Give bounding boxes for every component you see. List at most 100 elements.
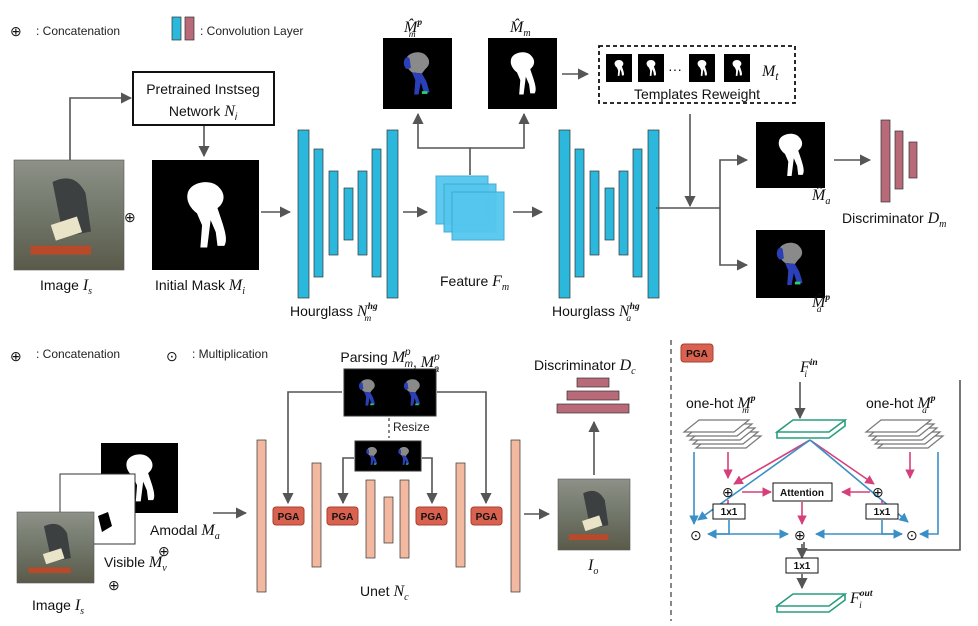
blue-a-to-mult <box>920 452 938 534</box>
parsing-large-m <box>346 371 389 414</box>
input-image-top <box>14 160 124 270</box>
template-thumb-3 <box>724 54 750 82</box>
bottom-legend-mult-symbol: ⊙ <box>166 348 178 364</box>
discriminator-m-layer-0 <box>881 120 890 202</box>
fin-slab <box>777 420 845 432</box>
template-thumb-2 <box>689 54 715 82</box>
unet-layer-3 <box>384 497 393 543</box>
unet-layer-1 <box>312 463 321 567</box>
mhat-a-label: M̂a <box>811 185 830 207</box>
conv-label-m: 1x1 <box>721 507 738 518</box>
unet-layer-6 <box>511 440 520 592</box>
panel-center-plus: ⊕ <box>794 527 806 543</box>
onehot-a-label: one-hot Mp a <box>866 394 936 416</box>
bottom-legend-concat-symbol: ⊕ <box>10 348 22 364</box>
templates-symbol: Mt <box>761 63 779 83</box>
discriminator-m-layer-2 <box>909 142 917 178</box>
hourglass-a-layer-6 <box>648 130 659 298</box>
pga-badge-label-0: PGA <box>278 512 300 523</box>
visible-label: Visible Mv <box>104 554 167 574</box>
image-bottom-label: Image Is <box>32 597 84 617</box>
discriminator-c-layer-1 <box>567 391 619 400</box>
pink-fin-to-plus-a <box>810 440 874 484</box>
output-image <box>558 479 630 550</box>
hourglass-m-layer-0 <box>298 130 309 298</box>
hourglass-m-layer-5 <box>372 149 381 277</box>
feature-slab-2 <box>452 192 504 240</box>
arrow-feature-to-mp-m <box>418 114 470 175</box>
pga-badge-label-2: PGA <box>421 512 443 523</box>
concat-symbol-top: ⊕ <box>124 209 136 225</box>
hourglass-a-layer-4 <box>619 171 628 255</box>
template-thumb-0 <box>606 54 632 82</box>
templates-dots: ··· <box>668 61 682 77</box>
discriminator-c-label: Discriminator Dc <box>534 357 636 377</box>
amodal-label: Amodal Ma <box>150 522 220 542</box>
hourglass-m-layer-3 <box>344 188 353 240</box>
mhat-p-a-box <box>756 230 825 298</box>
hourglass-a-layer-0 <box>559 130 570 298</box>
panel-mult-a: ⊙ <box>906 527 918 543</box>
blue-conv-m-to-mult <box>708 520 729 534</box>
arrow-small-to-pga-1 <box>343 458 354 503</box>
arrow-to-mhat-p-a <box>720 208 747 265</box>
arrow-feature-to-m <box>470 114 524 148</box>
hourglass-m-layer-4 <box>358 171 367 255</box>
hourglass-a-layer-3 <box>605 188 614 240</box>
hourglass-m-layer-6 <box>387 130 398 298</box>
concat-plus-2: ⊕ <box>108 577 120 593</box>
legend-concat-symbol: ⊕ <box>10 23 22 39</box>
hourglass-m-layer-1 <box>314 149 323 277</box>
conv-label-out: 1x1 <box>794 561 811 572</box>
panel-mult-m: ⊙ <box>690 527 702 543</box>
pretrained-line1: Pretrained Instseg <box>146 81 260 97</box>
unet-layer-5 <box>456 463 465 567</box>
mhat-p-a-label: M̂p a <box>811 292 830 315</box>
mhat-m-label: M̂m <box>509 17 531 39</box>
unet-layer-2 <box>366 480 375 558</box>
mhat-p-m-box <box>383 38 452 109</box>
fout-slab <box>777 594 845 606</box>
discriminator-m-label: Discriminator Dm <box>842 210 946 230</box>
hourglass-a-layer-2 <box>590 171 599 255</box>
initial-mask-label: Initial Mask Mi <box>155 277 245 297</box>
panel-plus-a: ⊕ <box>872 484 884 500</box>
parsing-small-m <box>357 443 387 469</box>
arrow-image-to-pretrained <box>70 98 131 160</box>
io-label: Io <box>587 557 598 577</box>
hourglass-a-layer-1 <box>575 149 584 277</box>
arrow-to-mhat-a <box>720 160 747 208</box>
fin-label: Fin i <box>799 358 818 380</box>
pga-badge-label-3: PGA <box>476 512 498 523</box>
discriminator-c-layer-2 <box>557 404 629 413</box>
hourglass-a-layer-5 <box>633 149 642 277</box>
legend-conv-cyan <box>172 17 181 40</box>
conv-label-a: 1x1 <box>874 507 891 518</box>
hourglass-m-layer-2 <box>329 171 338 255</box>
unet-layer-0 <box>257 440 266 592</box>
mhat-a-box <box>756 122 825 188</box>
input-image-bottom <box>17 512 94 583</box>
arrow-small-to-pga-2 <box>422 458 432 503</box>
resize-label: Resize <box>393 420 430 434</box>
mhat-p-m-label: M̂p m <box>403 17 422 40</box>
template-thumb-1 <box>638 54 664 82</box>
panel-plus-m: ⊕ <box>722 484 734 500</box>
templates-label: Templates Reweight <box>634 86 760 102</box>
discriminator-m-layer-1 <box>895 131 903 189</box>
legend-conv-red <box>185 17 194 40</box>
unet-label: Unet Nc <box>360 583 409 603</box>
hourglass-a-label: Hourglass Nhg a <box>552 302 640 324</box>
panel-pga-badge-label: PGA <box>686 349 708 360</box>
initial-mask-box <box>152 160 259 270</box>
hourglass-m-label: Hourglass Nhg m <box>290 302 378 324</box>
mhat-m-box <box>488 38 557 109</box>
parsing-small-a <box>389 443 419 469</box>
onehot-m-label: one-hot Mp m <box>686 394 756 416</box>
unet-layer-4 <box>400 480 409 558</box>
blue-conv-a-to-mult <box>882 520 902 534</box>
photo-chair <box>29 567 71 573</box>
bottom-legend-concat-label: : Concatenation <box>36 347 120 361</box>
